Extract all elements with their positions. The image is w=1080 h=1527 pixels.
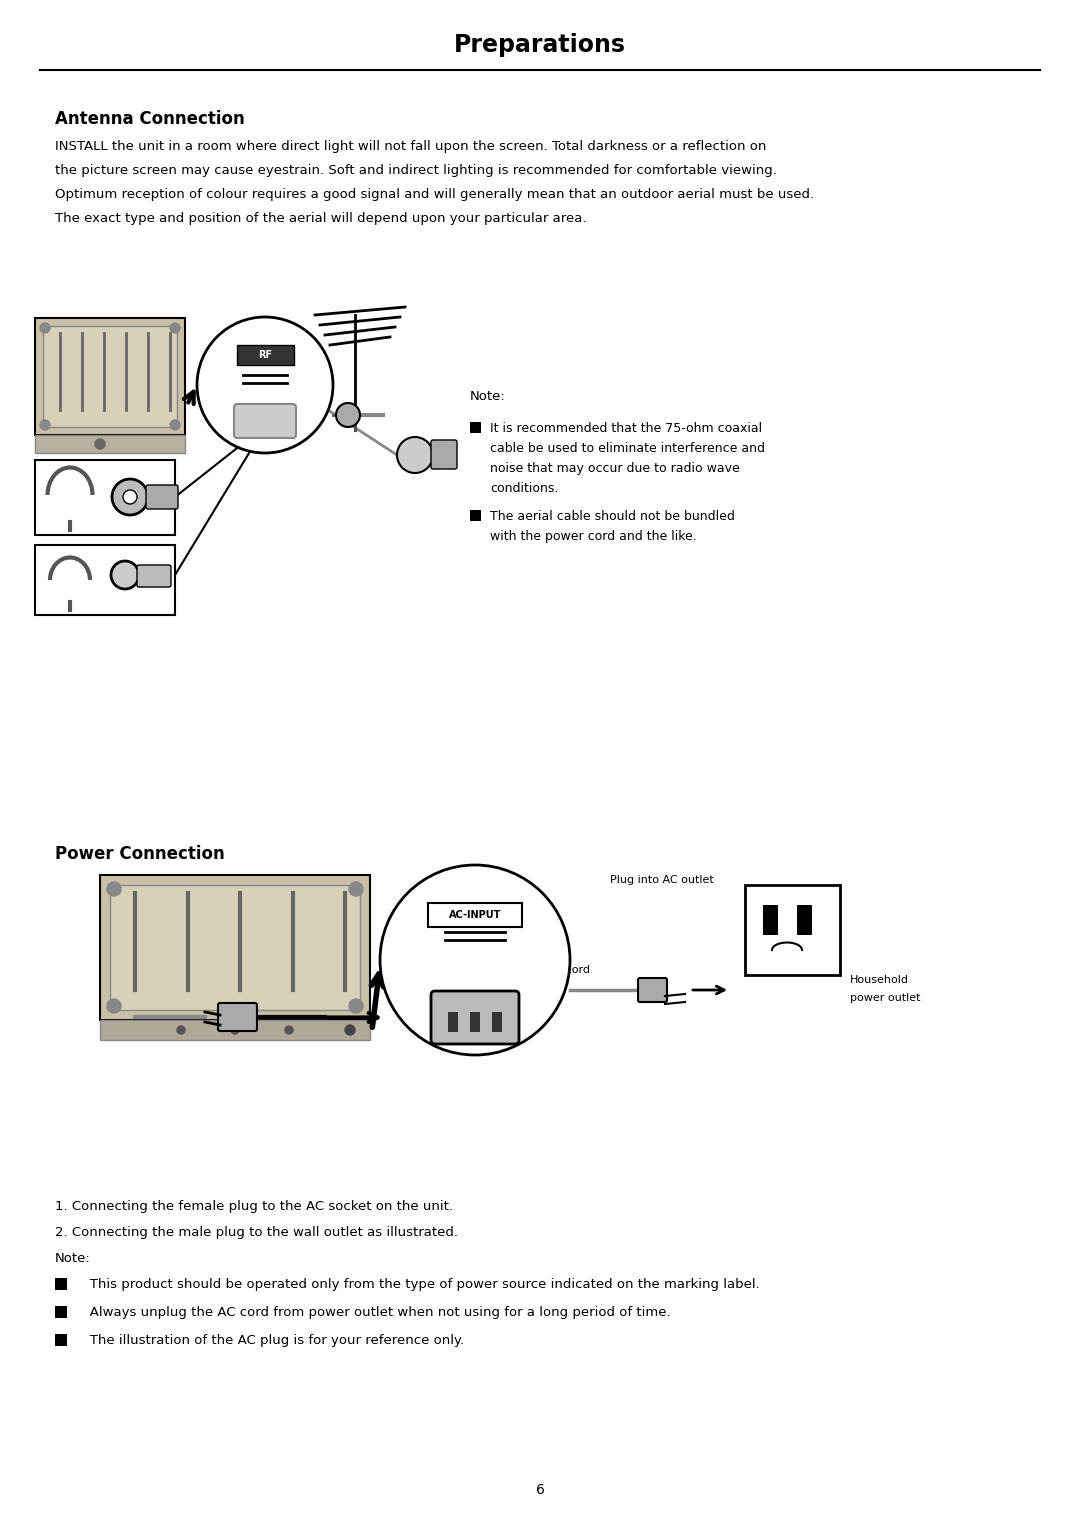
Text: INSTALL the unit in a room where direct light will not fall upon the screen. Tot: INSTALL the unit in a room where direct … — [55, 140, 767, 153]
Bar — [100, 875, 370, 1020]
Text: The exact type and position of the aerial will depend upon your particular area.: The exact type and position of the aeria… — [55, 212, 586, 224]
Circle shape — [123, 490, 137, 504]
Circle shape — [111, 560, 139, 589]
Text: Household: Household — [850, 976, 909, 985]
Bar — [448, 1012, 458, 1032]
FancyBboxPatch shape — [218, 1003, 257, 1031]
Text: the picture screen may cause eyestrain. Soft and indirect lighting is recommende: the picture screen may cause eyestrain. … — [55, 163, 777, 177]
Text: Preparations: Preparations — [454, 34, 626, 56]
Circle shape — [380, 864, 570, 1055]
FancyBboxPatch shape — [431, 440, 457, 469]
FancyBboxPatch shape — [234, 405, 296, 438]
Circle shape — [231, 1026, 239, 1034]
Bar — [43, 325, 177, 428]
Circle shape — [345, 1025, 355, 1035]
Text: Optimum reception of colour requires a good signal and will generally mean that : Optimum reception of colour requires a g… — [55, 188, 814, 202]
Circle shape — [40, 420, 50, 431]
Bar — [110, 886, 360, 1009]
Bar — [470, 1012, 480, 1032]
Bar — [35, 460, 175, 534]
Text: Antenna Connection: Antenna Connection — [55, 110, 245, 128]
Text: conditions.: conditions. — [490, 483, 558, 495]
Bar — [470, 510, 481, 521]
Circle shape — [107, 883, 121, 896]
Bar — [797, 906, 812, 935]
FancyBboxPatch shape — [431, 991, 519, 1044]
Circle shape — [397, 437, 433, 473]
Circle shape — [336, 403, 360, 428]
Text: 6: 6 — [536, 1483, 544, 1496]
FancyBboxPatch shape — [237, 345, 294, 365]
Text: This product should be operated only from the type of power source indicated on : This product should be operated only fro… — [77, 1278, 759, 1290]
Bar — [35, 545, 175, 615]
Text: The illustration of the AC plug is for your reference only.: The illustration of the AC plug is for y… — [77, 1335, 464, 1347]
Bar — [470, 421, 481, 434]
Bar — [35, 318, 185, 435]
Text: 1. Connecting the female plug to the AC socket on the unit.: 1. Connecting the female plug to the AC … — [55, 1200, 453, 1212]
FancyBboxPatch shape — [146, 486, 178, 508]
Text: cable be used to eliminate interference and: cable be used to eliminate interference … — [490, 441, 765, 455]
Bar — [55, 1335, 67, 1345]
Text: It is recommended that the 75-ohm coaxial: It is recommended that the 75-ohm coaxia… — [490, 421, 762, 435]
Bar — [745, 886, 840, 976]
Circle shape — [112, 479, 148, 515]
Circle shape — [285, 1026, 293, 1034]
FancyBboxPatch shape — [638, 977, 667, 1002]
Bar — [100, 1020, 370, 1040]
Circle shape — [107, 999, 121, 1012]
Circle shape — [197, 318, 333, 454]
Text: RF: RF — [258, 350, 272, 360]
Text: with the power cord and the like.: with the power cord and the like. — [490, 530, 697, 544]
Bar — [55, 1306, 67, 1318]
Circle shape — [349, 999, 363, 1012]
Text: Always unplug the AC cord from power outlet when not using for a long period of : Always unplug the AC cord from power out… — [77, 1306, 671, 1319]
Text: AC-INPUT: AC-INPUT — [449, 910, 501, 919]
Circle shape — [40, 324, 50, 333]
Circle shape — [170, 420, 180, 431]
Text: noise that may occur due to radio wave: noise that may occur due to radio wave — [490, 463, 740, 475]
Bar — [55, 1278, 67, 1290]
FancyBboxPatch shape — [428, 902, 522, 927]
Text: Plug into AC outlet: Plug into AC outlet — [610, 875, 714, 886]
Text: AC cord: AC cord — [546, 965, 590, 976]
Text: 2. Connecting the male plug to the wall outlet as illustrated.: 2. Connecting the male plug to the wall … — [55, 1226, 458, 1238]
Text: power outlet: power outlet — [850, 993, 920, 1003]
Bar — [35, 435, 185, 454]
Circle shape — [170, 324, 180, 333]
Text: The aerial cable should not be bundled: The aerial cable should not be bundled — [490, 510, 734, 524]
Text: Power Connection: Power Connection — [55, 844, 225, 863]
Circle shape — [349, 883, 363, 896]
Circle shape — [95, 438, 105, 449]
Bar — [762, 906, 778, 935]
Circle shape — [177, 1026, 185, 1034]
Bar — [492, 1012, 502, 1032]
Text: Note:: Note: — [470, 389, 505, 403]
Text: Note:: Note: — [55, 1252, 91, 1264]
FancyBboxPatch shape — [137, 565, 171, 586]
